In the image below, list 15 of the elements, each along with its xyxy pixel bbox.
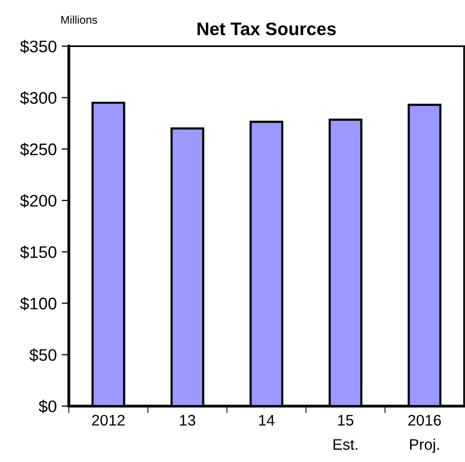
y-axis-title: Millions — [61, 16, 98, 24]
x-tick-label: 2016 Proj. — [408, 414, 441, 453]
y-tick-label: $50 — [29, 348, 56, 362]
y-tick-label: $150 — [20, 246, 56, 260]
y-tick-label: $250 — [20, 142, 56, 156]
x-tick-label: 13 — [180, 414, 196, 426]
y-tick-label: $0 — [38, 400, 56, 414]
y-tick-label: $350 — [20, 40, 56, 54]
y-tick-label: $100 — [20, 296, 56, 310]
y-tick-label: $300 — [20, 91, 56, 105]
x-tick-label: 14 — [259, 414, 274, 426]
x-tick-label: 15 Est. — [334, 414, 358, 450]
y-tick-label: $200 — [20, 194, 56, 208]
x-tick-label: 2012 — [92, 414, 125, 426]
chart-title: Net Tax Sources — [198, 22, 336, 36]
